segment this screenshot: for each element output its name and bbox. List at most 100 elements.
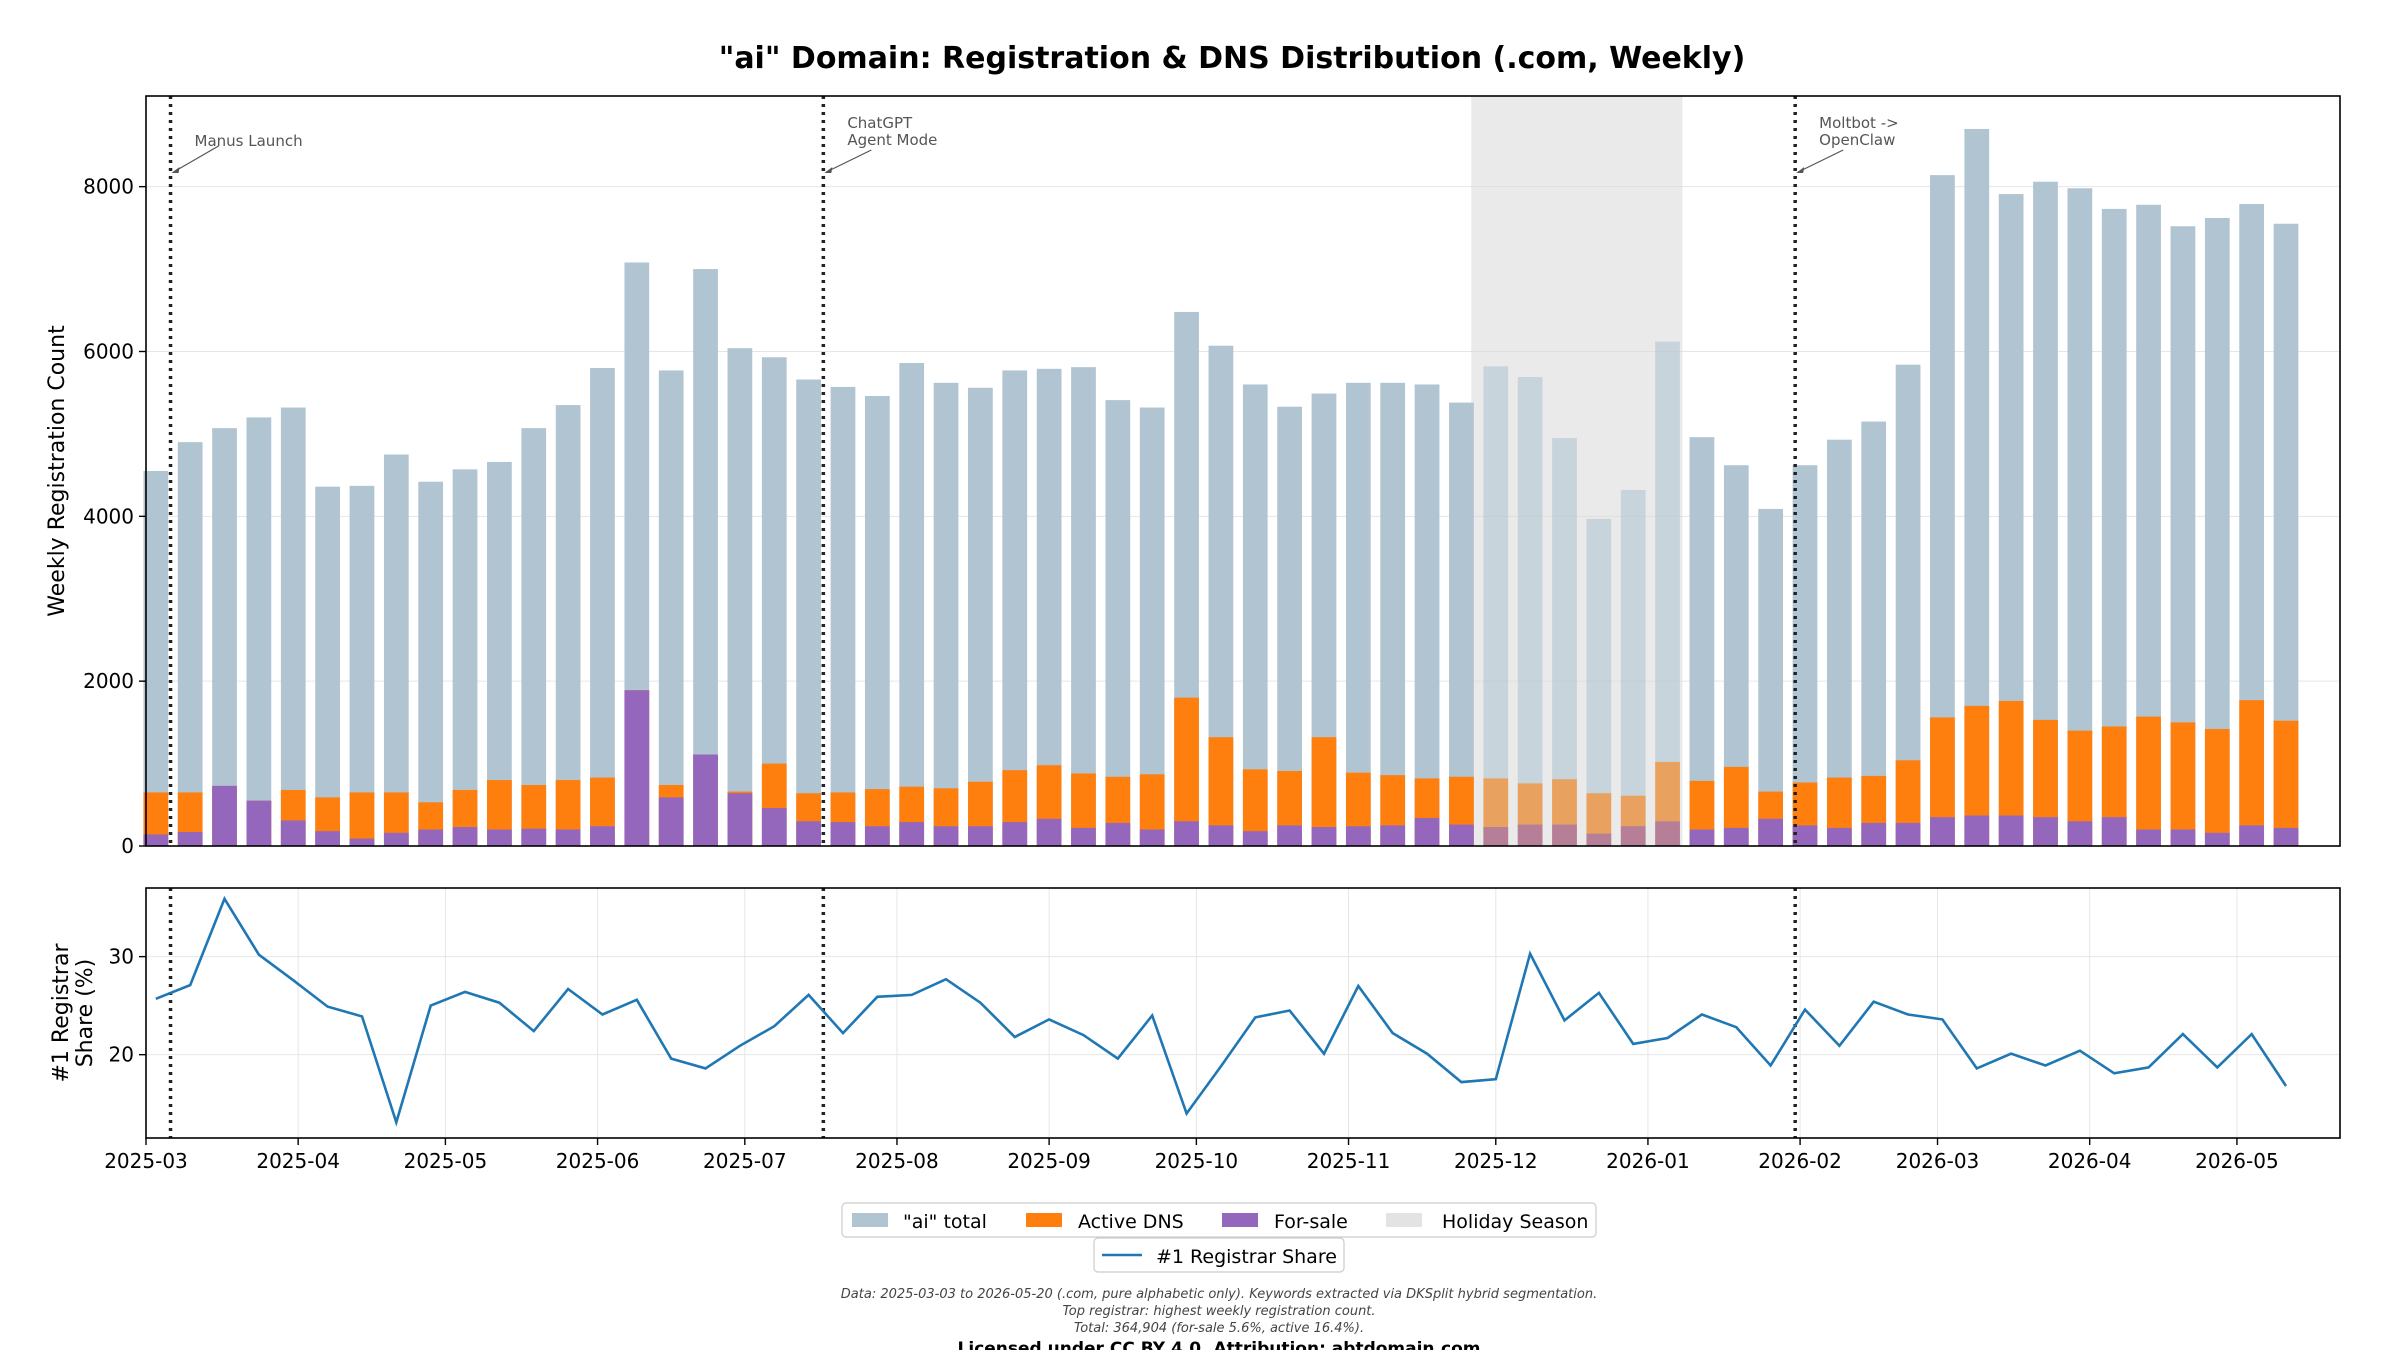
bar-for-sale: [658, 797, 684, 846]
legend-label-active-dns: Active DNS: [1078, 1211, 1184, 1233]
top-y-ticks: 0 2000 4000 6000 8000: [83, 175, 146, 858]
bar-total: [1758, 508, 1784, 846]
bar-for-sale: [487, 829, 512, 846]
top-y-axis-label: Weekly Registration Count: [45, 325, 70, 617]
legend-swatch-holiday: [1386, 1213, 1422, 1227]
bar-active-dns: [2170, 722, 2196, 846]
legend-label-for-sale: For-sale: [1274, 1211, 1348, 1233]
event-arrow: [173, 145, 219, 173]
bar-for-sale: [2067, 821, 2093, 846]
bottom-y-tick-label: 20: [109, 1043, 134, 1067]
bar-total: [1002, 370, 1028, 846]
bar-for-sale: [1277, 825, 1302, 846]
bar-total: [1586, 518, 1612, 846]
top-y-tick-label: 0: [121, 834, 134, 858]
bar-active-dns: [2273, 720, 2299, 846]
bar-total: [143, 471, 169, 846]
bar-for-sale: [1552, 824, 1577, 846]
bar-for-sale: [1586, 833, 1612, 846]
bar-total: [246, 417, 272, 846]
x-tick-label: 2026-05: [2195, 1149, 2279, 1173]
legend-swatch-total: [852, 1213, 888, 1227]
top-panel: Manus Launch ChatGPT Agent Mode Moltbot -> O…: [45, 95, 2341, 858]
bar-for-sale: [521, 828, 547, 846]
bar-total: [1552, 438, 1577, 846]
bar-for-sale: [1930, 817, 1955, 846]
x-tick-label: 2025-11: [1307, 1149, 1391, 1173]
x-tick-label: 2025-12: [1454, 1149, 1538, 1173]
bar-total: [555, 405, 581, 846]
bar-for-sale: [555, 829, 581, 846]
top-y-tick-label: 2000: [83, 669, 134, 693]
bar-for-sale: [2273, 827, 2299, 846]
bar-for-sale: [727, 793, 753, 846]
bar-for-sale: [452, 827, 478, 846]
x-tick-label: 2025-06: [556, 1149, 640, 1173]
registrar-share-line: [155, 895, 2288, 1127]
x-tick-label: 2026-03: [1896, 1149, 1980, 1173]
bottom-plot-frame: [145, 887, 2341, 1139]
bar-total: [1242, 384, 1268, 846]
bar-total: [899, 363, 925, 846]
bar-for-sale: [2136, 829, 2161, 846]
top-y-tick-label: 8000: [83, 175, 134, 199]
bar-total: [658, 370, 684, 846]
legend-label-share: #1 Registrar Share: [1156, 1246, 1337, 1268]
event-lines: [168, 96, 1797, 846]
bar-for-sale: [968, 826, 993, 846]
x-tick-label: 2025-03: [104, 1149, 188, 1173]
event-arrow: [826, 149, 872, 173]
footnote-line-2: Top registrar: highest weekly registrati…: [1062, 1304, 1375, 1319]
bar-total: [693, 269, 718, 847]
bar-for-sale: [1895, 822, 1921, 846]
bar-for-sale: [1242, 831, 1268, 846]
x-axis-ticks: 2025-03 2025-04 2025-05 2025-06 2025-07 2025-…: [104, 1138, 2279, 1173]
bar-for-sale: [1655, 821, 1680, 846]
x-tick-label: 2026-02: [1758, 1149, 1842, 1173]
bar-for-sale: [2033, 817, 2058, 846]
bar-for-sale: [899, 822, 925, 846]
bar-total: [796, 379, 821, 846]
bar-total: [349, 485, 375, 846]
chart-title: "ai" Domain: Registration & DNS Distribu…: [719, 41, 1746, 76]
bar-total: [1380, 382, 1406, 846]
bar-for-sale: [2101, 817, 2127, 846]
bar-for-sale: [796, 821, 821, 846]
event-label: ChatGPT Agent Mode: [847, 114, 937, 149]
bar-total: [1105, 400, 1131, 846]
bar-total: [177, 442, 203, 846]
bar-total: [968, 387, 993, 846]
bar-total: [1071, 367, 1096, 846]
bar-for-sale: [349, 838, 375, 846]
bar-for-sale: [1483, 827, 1509, 846]
legend-main-frame: [841, 1202, 1597, 1238]
legend-line: #1 Registrar Share: [1093, 1237, 1345, 1273]
event-arrow-head: [1796, 167, 1805, 173]
bar-total: [933, 382, 959, 846]
bar-for-sale: [933, 826, 959, 846]
bar-for-sale: [1139, 829, 1165, 846]
bar-active-dns: [2204, 728, 2230, 846]
footnote-line-1: Data: 2025-03-03 to 2026-05-20 (.com, pu…: [841, 1287, 1597, 1302]
bar-for-sale: [1792, 825, 1818, 846]
bar-for-sale: [1174, 821, 1199, 846]
bar-total: [1139, 407, 1165, 846]
legend-swatch-active-dns: [1026, 1213, 1062, 1227]
bar-active-dns: [2136, 716, 2161, 846]
legend-swatch-for-sale: [1222, 1213, 1258, 1227]
bar-for-sale: [2170, 829, 2196, 846]
bar-for-sale: [1002, 822, 1028, 846]
bar-for-sale: [383, 832, 409, 846]
bar-total: [1414, 384, 1440, 846]
bar-for-sale: [1449, 824, 1474, 846]
bar-for-sale: [1861, 822, 1887, 846]
bar-active-dns: [2239, 700, 2265, 846]
bar-total: [1689, 437, 1715, 846]
bar-for-sale: [1964, 815, 1990, 846]
bar-for-sale: [1998, 815, 2024, 846]
bar-active-dns: [349, 792, 375, 846]
bar-for-sale: [2204, 832, 2230, 846]
bar-for-sale: [864, 826, 890, 846]
